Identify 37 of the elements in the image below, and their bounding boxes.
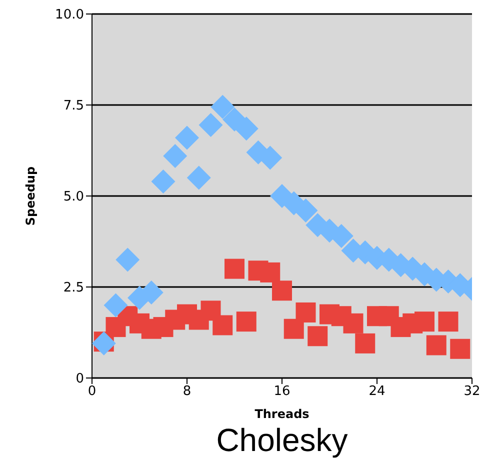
- point: [104, 293, 128, 318]
- x-tick-label: 32: [464, 384, 480, 400]
- point: [234, 116, 258, 141]
- y-axis-title: Speedup: [23, 166, 38, 226]
- point: [198, 113, 223, 138]
- y-tick-label: 5.0: [63, 190, 84, 205]
- point: [426, 335, 446, 356]
- y-tick-label: 7.5: [63, 98, 84, 114]
- point: [296, 302, 316, 322]
- text: Cholesky: [215, 422, 349, 459]
- point: [163, 144, 188, 168]
- point: [284, 318, 304, 339]
- x-tick-label: 24: [368, 384, 386, 400]
- y-tick-label: 10.0: [55, 8, 84, 23]
- y-tick-label: 0: [76, 372, 84, 387]
- point: [151, 169, 176, 194]
- x-axis-title: Threads: [254, 407, 310, 421]
- point: [414, 312, 434, 332]
- point: [236, 312, 256, 332]
- x-tick-label: 8: [182, 384, 192, 400]
- point: [308, 326, 328, 346]
- point: [116, 248, 140, 272]
- point: [272, 280, 292, 301]
- point: [210, 94, 235, 119]
- x-tick-label: 16: [274, 384, 290, 400]
- point: [186, 166, 211, 190]
- point: [450, 338, 470, 359]
- point: [343, 313, 364, 334]
- x-tick-label: 0: [88, 384, 96, 400]
- y-tick-label: 2.5: [63, 280, 84, 296]
- point: [92, 331, 116, 356]
- point: [438, 312, 458, 332]
- point: [224, 258, 244, 279]
- point: [355, 333, 376, 354]
- point: [175, 126, 199, 150]
- point: [212, 315, 233, 336]
- point: [260, 262, 280, 282]
